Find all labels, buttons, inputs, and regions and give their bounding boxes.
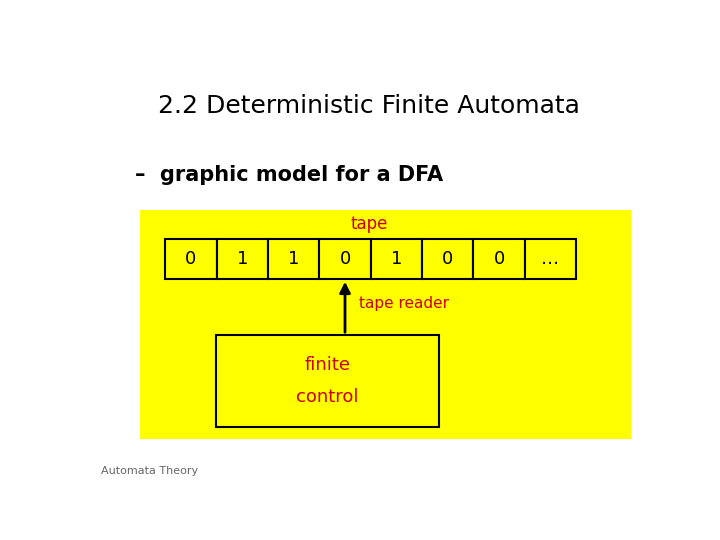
Text: Automata Theory: Automata Theory <box>101 467 198 476</box>
Text: 0: 0 <box>493 250 505 268</box>
Bar <box>371 239 422 279</box>
Bar <box>422 239 473 279</box>
Bar <box>140 210 631 439</box>
Text: 0: 0 <box>185 250 197 268</box>
Bar <box>525 239 576 279</box>
Bar <box>166 239 217 279</box>
Text: 1: 1 <box>237 250 248 268</box>
Bar <box>217 239 268 279</box>
Text: 1: 1 <box>391 250 402 268</box>
Text: tape reader: tape reader <box>359 295 449 310</box>
Bar <box>268 239 320 279</box>
Bar <box>473 239 525 279</box>
Bar <box>215 335 438 427</box>
Text: –  graphic model for a DFA: – graphic model for a DFA <box>135 165 443 185</box>
Text: 0: 0 <box>339 250 351 268</box>
Text: 1: 1 <box>288 250 300 268</box>
Bar <box>320 239 371 279</box>
Text: tape: tape <box>351 215 387 233</box>
Text: 2.2 Deterministic Finite Automata: 2.2 Deterministic Finite Automata <box>158 94 580 118</box>
Text: …: … <box>541 250 559 268</box>
Text: finite
control: finite control <box>296 356 359 406</box>
Text: 0: 0 <box>442 250 454 268</box>
